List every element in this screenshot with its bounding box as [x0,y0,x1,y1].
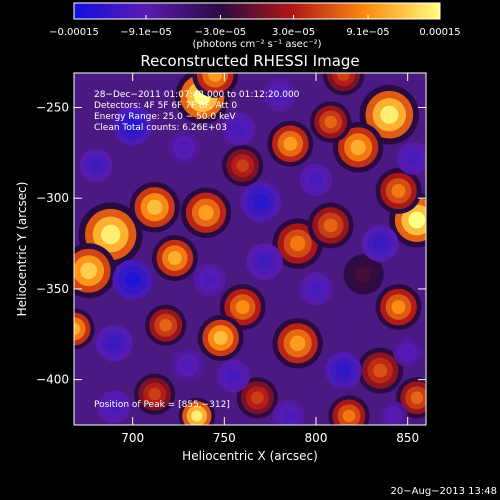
emission-source [267,120,314,167]
colorbar [73,2,441,20]
annotation-block: 28−Dec−2011 01:07:42.000 to 01:12:20.000… [94,90,300,410]
emission-source [272,318,323,369]
emission-source [375,168,422,214]
emission-source [359,84,420,145]
emission-source [145,304,187,346]
annotation-line: 28−Dec−2011 01:07:42.000 to 01:12:20.000 [94,90,300,100]
emission-source [389,192,426,248]
negative-residual [393,337,423,368]
negative-residual [97,390,131,424]
negative-residual [361,225,399,262]
negative-residual [167,130,201,164]
colorbar-tick-label: 3.0e−05 [272,27,315,38]
colorbar-ticks: −0.00015 −9.1e−05 −3.0e−05 3.0e−05 9.1e−05 0.… [49,15,461,38]
emission-source [307,202,354,249]
colorbar-tick-label: −9.1e−05 [120,27,172,38]
peak-position-label: Position of Peak = [855,−312] [94,400,230,410]
emission-source [74,308,95,350]
emission-source [197,314,244,361]
emission-source [343,254,384,295]
negative-residual [193,263,227,297]
annotation-line: Clean Total counts: 6.26E+03 [94,123,227,133]
annotation-line: Energy Range: 25.0 − 50.0 keV [94,112,236,122]
emission-source [236,377,278,419]
negative-residual [262,78,296,112]
emission-source [178,397,216,425]
negative-residual [112,259,153,301]
emission-source [322,73,365,96]
annotation-line: Detectors: 4F 5F 6F 7F 8F, Att 0 [94,101,237,111]
negative-residual [396,141,426,175]
negative-residual [246,243,283,281]
colorbar-tick-label: 9.1e−05 [346,27,389,38]
x-tick-label: 750 [213,431,236,445]
emission-source [357,347,404,394]
emission-source [129,182,180,233]
emission-source [151,235,198,281]
negative-residual [272,399,305,425]
heatmap-layer [74,73,426,425]
negative-residual [378,401,408,425]
y-tick-label: −300 [36,191,69,205]
emission-source [222,144,264,187]
negative-residual [222,112,256,146]
chart-title: Reconstructed RHESSI Image [140,52,359,70]
emission-source [180,187,232,238]
y-tick-label: −400 [36,373,69,387]
emission-source [328,395,370,425]
render-timestamp: 20−Aug−2013 13:48 [391,486,497,497]
axis-ticks: 700 750 800 850 −250 −300 −350 −400 [36,73,426,445]
negative-residual [240,181,282,222]
y-tick-label: −250 [36,100,69,114]
negative-residual [171,348,205,382]
plot-frame [73,72,427,426]
x-tick-label: 850 [396,431,419,445]
emission-source [375,284,422,330]
negative-residual [96,325,133,362]
x-tick-label: 700 [121,431,144,445]
y-axis-label: Heliocentric Y (arcsec) [15,182,29,317]
x-tick-label: 800 [305,431,328,445]
colorbar-tick-label: −3.0e−05 [195,27,247,38]
colorbar-tick-label: −0.00015 [49,27,99,38]
negative-residual [79,149,113,183]
negative-residual [299,272,333,306]
negative-residual [325,352,362,389]
negative-residual [112,105,153,146]
emission-source [310,101,352,143]
emission-source [74,243,117,299]
colorbar-tick-label: 0.00015 [419,27,460,38]
y-tick-label: −350 [36,282,69,296]
colorbar-unit-label: (photons cm⁻² s⁻¹ asec⁻²) [192,39,321,50]
emission-source [134,373,176,415]
negative-residual [299,163,333,197]
negative-residual [217,359,250,393]
x-axis-label: Heliocentric X (arcsec) [182,449,318,463]
